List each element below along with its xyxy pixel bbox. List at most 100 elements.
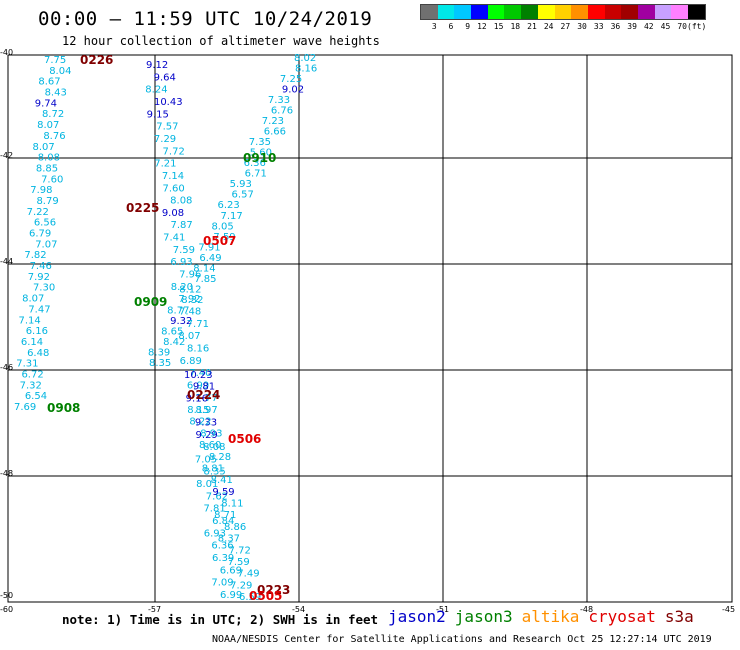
swh-value: 7.59 bbox=[173, 245, 195, 256]
swh-value: 7.71 bbox=[187, 319, 209, 330]
scale-swatch bbox=[671, 5, 688, 19]
swh-value: 7.17 bbox=[220, 211, 242, 222]
swh-value: 8.08 bbox=[203, 442, 225, 453]
pass-time-label: 0506 bbox=[228, 432, 261, 446]
swh-value: 6.93 bbox=[204, 528, 226, 539]
swh-value: 7.40 bbox=[189, 368, 211, 379]
swh-value: 8.24 bbox=[145, 85, 167, 96]
swh-value: 6.59 bbox=[239, 592, 261, 603]
satellite-legend-s3a: s3a bbox=[664, 607, 694, 626]
swh-value: 7.33 bbox=[268, 95, 290, 106]
pass-time-label: 0225 bbox=[126, 201, 159, 215]
units-note: note: 1) Time is in UTC; 2) SWH is in fe… bbox=[62, 612, 379, 627]
swh-value: 9.59 bbox=[212, 487, 234, 498]
swh-value: 8.11 bbox=[221, 499, 243, 510]
swh-value: 8.35 bbox=[149, 358, 171, 369]
swh-value: 9.12 bbox=[146, 60, 168, 71]
swh-value: 9.33 bbox=[195, 417, 217, 428]
swh-value: 7.59 bbox=[213, 232, 235, 243]
scale-label: 42 bbox=[643, 22, 654, 31]
swh-value: 10.23 bbox=[184, 370, 213, 381]
swh-value: 8.05 bbox=[211, 221, 233, 232]
swh-value: 6.36 bbox=[211, 541, 233, 552]
scale-swatch bbox=[637, 5, 655, 19]
swh-value: 7.49 bbox=[237, 569, 259, 580]
swh-value: 6.99 bbox=[220, 590, 242, 601]
swh-value: 8.85 bbox=[36, 163, 58, 174]
pass-time-label: 0226 bbox=[80, 53, 113, 67]
swh-value: 5.93 bbox=[230, 179, 252, 190]
lon-tick-label: -60 bbox=[0, 605, 13, 614]
pass-time-label: 0505 bbox=[249, 589, 282, 603]
swh-value: 8.86 bbox=[224, 522, 246, 533]
lat-tick-label: -40 bbox=[0, 48, 13, 57]
page-title: 00:00 – 11:59 UTC 10/24/2019 bbox=[38, 8, 373, 30]
swh-value: 7.98 bbox=[30, 185, 52, 196]
swh-value: 6.84 bbox=[212, 516, 234, 527]
scale-swatch bbox=[604, 5, 622, 19]
swh-value: 7.48 bbox=[179, 307, 201, 318]
color-scale-legend: 3 6 9 12 15 18 21 24 27 30 33 36 39 42 45 70 (ft) bbox=[420, 4, 706, 31]
swh-value: 7.82 bbox=[24, 250, 46, 261]
swh-value: 6.54 bbox=[25, 391, 47, 402]
swh-value: 6.76 bbox=[271, 106, 293, 117]
scale-swatch bbox=[621, 5, 638, 19]
scale-swatch bbox=[537, 5, 555, 19]
lat-tick-label: -42 bbox=[0, 151, 13, 160]
swh-value: 7.29 bbox=[154, 134, 176, 145]
pass-time-label: 0910 bbox=[243, 151, 276, 165]
swh-value: 7.23 bbox=[262, 116, 284, 127]
swh-value: 8.15 bbox=[187, 405, 209, 416]
swh-value: 8.76 bbox=[43, 131, 65, 142]
swh-value: 6.66 bbox=[264, 127, 286, 138]
scale-label: 70 bbox=[677, 22, 687, 31]
lon-tick-label: -57 bbox=[148, 605, 161, 614]
swh-value: 8.32 bbox=[181, 295, 203, 306]
swh-value: 8.97 bbox=[196, 405, 218, 416]
swh-value: 7.91 bbox=[198, 242, 220, 253]
swh-value: 8.65 bbox=[161, 326, 183, 337]
scale-swatch bbox=[688, 5, 705, 19]
scale-label: 45 bbox=[660, 22, 671, 31]
lat-tick-label: -44 bbox=[0, 257, 13, 266]
scale-label: 18 bbox=[510, 22, 521, 31]
swh-value: 8.41 bbox=[211, 475, 233, 486]
swh-value: 6.69 bbox=[220, 565, 242, 576]
swh-value: 7.35 bbox=[249, 137, 271, 148]
pass-time-label: 0224 bbox=[187, 388, 220, 402]
swh-value: 6.49 bbox=[199, 253, 221, 264]
scale-label: 39 bbox=[627, 22, 637, 31]
scale-label: 12 bbox=[477, 22, 487, 31]
swh-value: 7.72 bbox=[229, 545, 251, 556]
swh-value: 8.60 bbox=[199, 440, 221, 451]
swh-value: 6.16 bbox=[26, 326, 48, 337]
swh-value: 7.47 bbox=[28, 304, 50, 315]
scale-swatch bbox=[454, 5, 472, 19]
scale-label: 30 bbox=[577, 22, 587, 31]
lat-tick-label: -48 bbox=[0, 469, 13, 478]
pass-time-label: 0507 bbox=[203, 234, 236, 248]
swh-value: 8.37 bbox=[218, 534, 240, 545]
swh-value: 7.09 bbox=[211, 578, 233, 589]
swh-value: 6.57 bbox=[232, 190, 254, 201]
swh-value: 6.93 bbox=[170, 257, 192, 268]
swh-value: 7.05 bbox=[195, 454, 217, 465]
swh-value: 8.28 bbox=[209, 452, 231, 463]
swh-value: 9.15 bbox=[147, 109, 169, 120]
lon-tick-label: -45 bbox=[722, 605, 735, 614]
swh-value: 7.21 bbox=[154, 159, 176, 170]
color-scale-labels: 3 6 9 12 15 18 21 24 27 30 33 36 39 42 45 70 (ft) bbox=[420, 22, 706, 31]
swh-value: 7.41 bbox=[163, 233, 185, 244]
swh-value: 7.14 bbox=[19, 315, 41, 326]
scale-swatch bbox=[437, 5, 455, 19]
swh-value: 8.07 bbox=[178, 331, 200, 342]
scale-swatch bbox=[554, 5, 572, 19]
swh-value: 7.92 bbox=[28, 272, 50, 283]
swh-value: 6.36 bbox=[244, 158, 266, 169]
swh-value: 10.43 bbox=[154, 97, 183, 108]
swh-value: 9.74 bbox=[35, 98, 57, 109]
scale-label: (ft) bbox=[687, 22, 707, 31]
swh-value: 8.93 bbox=[200, 428, 222, 439]
swh-value: 9.29 bbox=[196, 430, 218, 441]
swh-value: 9.02 bbox=[282, 85, 304, 96]
